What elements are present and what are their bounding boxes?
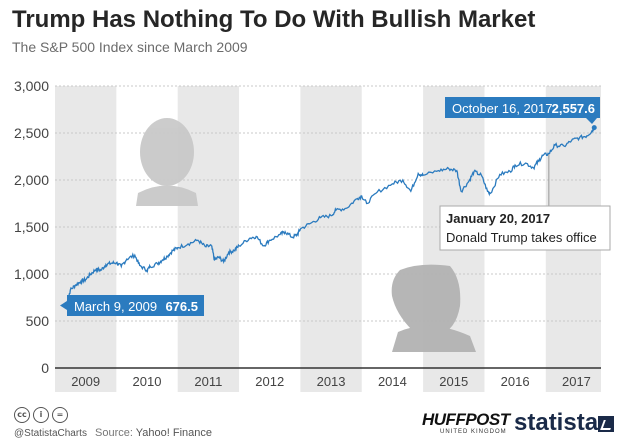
- trump-silhouette: [391, 264, 476, 352]
- year-band-2013: [300, 86, 362, 392]
- start-callout-value: 676.5: [165, 299, 198, 314]
- source-text: Source: Yahoo! Finance: [95, 427, 212, 439]
- obama-silhouette-part-0: [140, 118, 194, 186]
- chart-subtitle: The S&P 500 Index since March 2009: [12, 39, 248, 55]
- y-tick-label-2500: 2,500: [14, 125, 49, 141]
- chart-title: Trump Has Nothing To Do With Bullish Mar…: [12, 6, 536, 33]
- source-label: Source:: [95, 427, 133, 439]
- footer: cc i = @StatistaCharts Source: Yahoo! Fi…: [0, 400, 630, 448]
- inauguration-callout-text: Donald Trump takes office: [446, 230, 597, 245]
- x-tick-label-2017: 2017: [562, 374, 591, 389]
- attribution-icon: i: [33, 407, 49, 423]
- x-tick-label-2011: 2011: [194, 374, 222, 389]
- huffpost-edition: UNITED KINGDOM: [440, 429, 507, 435]
- obama-silhouette-part-1: [136, 185, 198, 206]
- sp500-line-chart: 0 500 1,000 1,500 2,000 2,500 3,000 2009 2010 201…: [14, 78, 611, 392]
- end-point: [591, 125, 597, 131]
- start-callout-box: [67, 295, 204, 316]
- trump-silhouette-part-1: [392, 325, 476, 352]
- start-callout-pointer: [60, 301, 67, 310]
- x-tick-label-2016: 2016: [501, 374, 530, 389]
- no-derivatives-icon: =: [52, 407, 68, 423]
- y-tick-label-500: 500: [26, 313, 50, 329]
- x-tick-label-2013: 2013: [317, 374, 346, 389]
- y-tick-label-0: 0: [41, 360, 49, 376]
- source-name: Yahoo! Finance: [135, 427, 213, 439]
- x-tick-label-2009: 2009: [71, 374, 100, 389]
- end-callout-pointer: [586, 118, 597, 124]
- sp500-series-line: [66, 127, 595, 305]
- x-tick-label-2010: 2010: [133, 374, 162, 389]
- license-icons: cc i =: [14, 407, 68, 423]
- x-tick-label-2015: 2015: [439, 374, 468, 389]
- statista-logo-icon: [598, 416, 614, 432]
- inauguration-callout-date: January 20, 2017: [446, 211, 550, 226]
- statista-handle[interactable]: @StatistaCharts: [14, 428, 87, 439]
- creative-commons-icon: cc: [14, 407, 30, 423]
- obama-silhouette: [136, 118, 198, 206]
- statista-logo[interactable]: statista: [514, 409, 599, 436]
- y-tick-label-2000: 2,000: [14, 172, 49, 188]
- x-tick-label-2014: 2014: [378, 374, 407, 389]
- y-tick-label-1500: 1,500: [14, 219, 49, 235]
- trump-silhouette-part-0: [391, 264, 461, 338]
- x-tick-label-2012: 2012: [255, 374, 284, 389]
- year-band-2009: [55, 86, 117, 392]
- y-tick-label-3000: 3,000: [14, 78, 49, 94]
- end-callout-date: October 16, 2017: [452, 101, 552, 116]
- end-callout-value: 2,557.6: [552, 101, 595, 116]
- y-tick-label-1000: 1,000: [14, 266, 49, 282]
- end-callout-box: [445, 97, 600, 118]
- inauguration-callout-box: [439, 205, 611, 251]
- start-callout-date: March 9, 2009: [74, 299, 157, 314]
- huffpost-logo[interactable]: HUFFPOST: [422, 410, 510, 429]
